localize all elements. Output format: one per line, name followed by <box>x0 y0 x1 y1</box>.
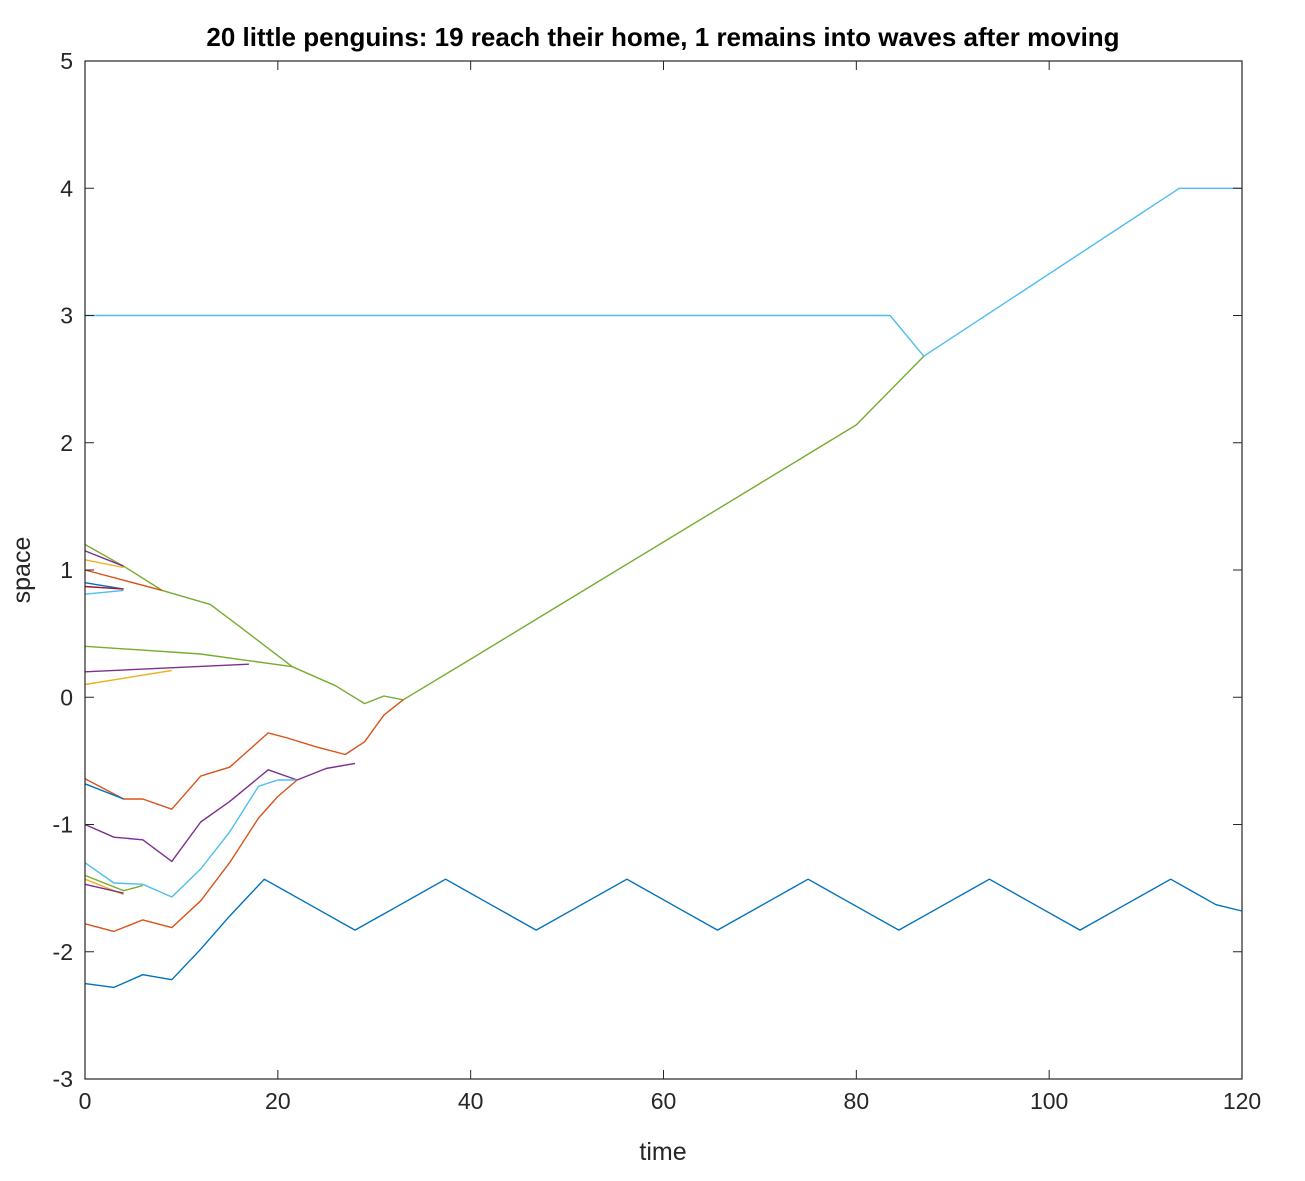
series-line-11 <box>84 669 172 686</box>
y-axis: -3 -2 -1 0 1 2 3 4 5 <box>53 48 1242 1092</box>
x-tick-label: 80 <box>844 1088 870 1114</box>
x-tick-label: 20 <box>265 1088 291 1114</box>
series-line-16 <box>84 874 143 892</box>
series-line-4 <box>84 559 124 569</box>
series-line-7 <box>84 585 124 590</box>
x-axis-label: time <box>639 1138 686 1166</box>
plot-area-frame <box>84 60 1243 1080</box>
y-tick-label: -1 <box>53 812 73 838</box>
y-tick-label: -2 <box>53 939 73 965</box>
series-line-15 <box>84 779 298 898</box>
x-tick-label: 40 <box>458 1088 484 1114</box>
x-tick-label: 120 <box>1223 1088 1261 1114</box>
series-line-9 <box>84 645 293 668</box>
y-axis-label: space <box>8 537 36 604</box>
y-tick-label: 5 <box>60 48 73 74</box>
y-tick-label: -3 <box>53 1066 73 1092</box>
series-line-10 <box>84 663 249 673</box>
chart-title: 20 little penguins: 19 reach their home,… <box>206 22 1119 52</box>
x-axis: 0 20 40 60 80 100 120 <box>79 61 1261 1114</box>
series-line-1 <box>85 187 1242 357</box>
y-tick-label: 4 <box>60 175 73 201</box>
y-tick-label: 3 <box>60 303 73 329</box>
series-line-12 <box>84 699 404 810</box>
series-line-2 <box>84 355 925 705</box>
series-line-3 <box>84 550 124 567</box>
x-tick-label: 100 <box>1030 1088 1068 1114</box>
series-line-14 <box>84 762 356 863</box>
series-line-13 <box>84 783 124 800</box>
y-tick-label: 0 <box>60 684 73 710</box>
series-line-19 <box>84 779 298 933</box>
y-tick-label: 1 <box>60 557 73 583</box>
series-line-18 <box>84 883 124 894</box>
x-tick-label: 0 <box>79 1088 92 1114</box>
series-layer <box>84 187 1243 989</box>
series-line-8 <box>84 589 124 595</box>
series-line-5 <box>84 569 163 592</box>
y-tick-label: 2 <box>60 430 73 456</box>
x-tick-label: 60 <box>651 1088 677 1114</box>
series-line-20 <box>84 878 1243 989</box>
